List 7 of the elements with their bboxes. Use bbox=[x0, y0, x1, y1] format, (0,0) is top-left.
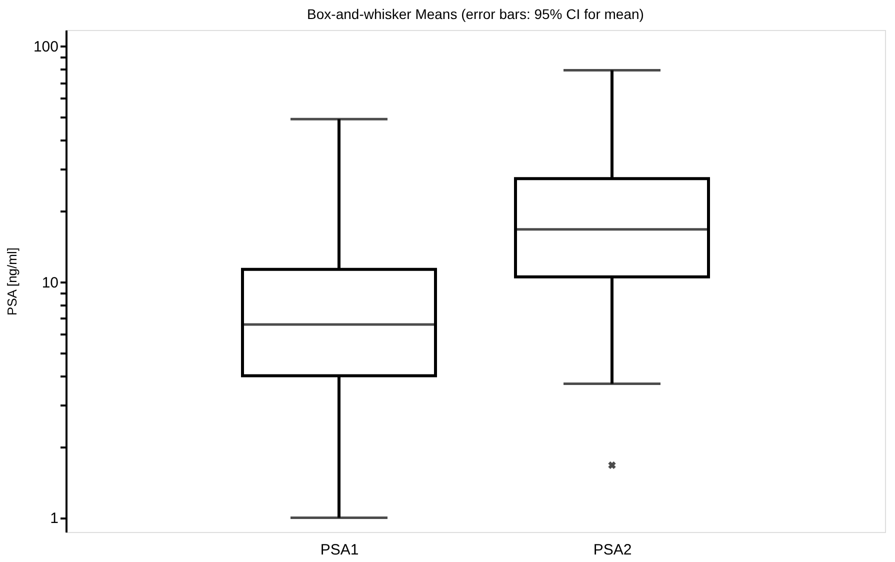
chart-title: Box-and-whisker Means (error bars: 95% CI for mean) bbox=[307, 6, 644, 22]
x-tick-label: PSA1 bbox=[320, 542, 359, 558]
y-tick-label: 1 bbox=[50, 510, 58, 528]
x-tick-label: PSA2 bbox=[593, 542, 632, 558]
y-tick-label: 100 bbox=[33, 38, 58, 56]
y-axis-title: PSA [ng/ml] bbox=[4, 248, 20, 316]
y-tick-label: 10 bbox=[42, 274, 58, 292]
